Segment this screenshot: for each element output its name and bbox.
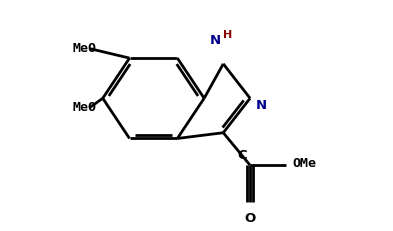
Text: O: O [244,212,256,225]
Text: N: N [256,99,267,112]
Text: MeO: MeO [72,101,96,114]
Text: OMe: OMe [292,157,316,170]
Text: H: H [223,30,233,40]
Text: C: C [238,149,247,162]
Text: N: N [210,34,221,47]
Text: MeO: MeO [72,42,96,55]
